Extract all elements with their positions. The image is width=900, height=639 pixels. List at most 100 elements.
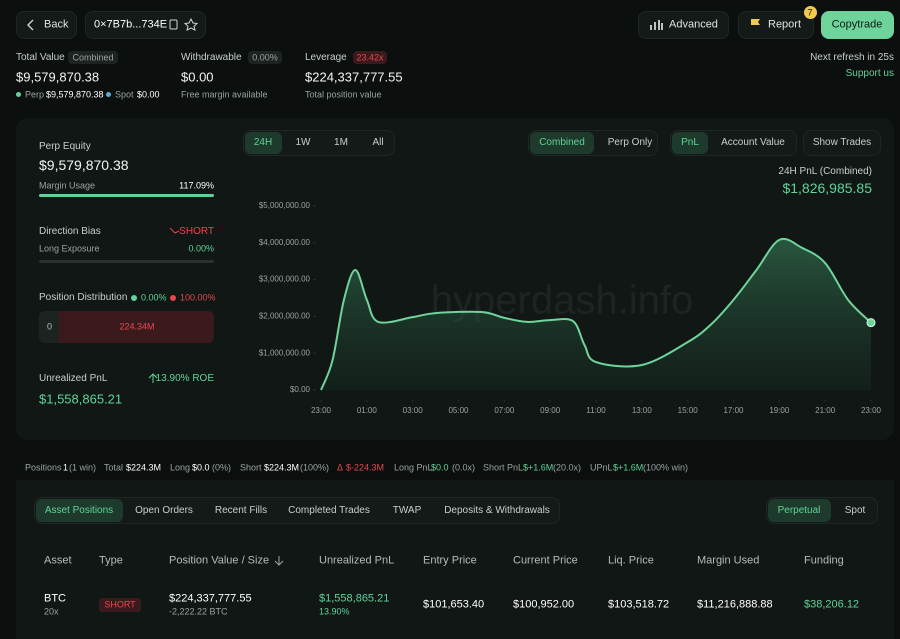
value: SHORT: [179, 226, 214, 237]
up-icon: [148, 373, 158, 383]
end-marker: [866, 318, 876, 328]
y-tick-label: $5,000,000.00: [259, 201, 311, 210]
tab[interactable]: PnL: [681, 137, 699, 148]
tab[interactable]: Deposits & Withdrawals: [444, 505, 550, 516]
column-header[interactable]: Liq. Price: [608, 554, 654, 567]
tab[interactable]: Perpetual: [777, 505, 821, 516]
tab[interactable]: 24H: [253, 137, 273, 148]
report-label[interactable]: Report: [768, 18, 802, 31]
x-tick-label: 11:00: [586, 406, 606, 415]
tab[interactable]: Combined: [539, 137, 585, 148]
cell: $101,653.40: [423, 598, 485, 611]
short-icon: [169, 227, 180, 234]
value: (20.0x): [553, 462, 582, 473]
badge: 23.42x: [356, 52, 384, 63]
wallet-address: 0×7B7b...734E: [94, 18, 168, 31]
active-tab[interactable]: [530, 132, 594, 154]
label: Long Exposure: [39, 243, 100, 254]
tab[interactable]: Completed Trades: [288, 505, 370, 516]
label: Positions: [25, 462, 62, 473]
column-header[interactable]: Entry Price: [423, 554, 477, 567]
tab[interactable]: Perp Only: [607, 137, 653, 148]
label: Position Distribution: [39, 292, 128, 303]
stat-label: Withdrawable: [181, 52, 242, 63]
show-trades-button[interactable]: [803, 130, 881, 156]
stat-value: $224,337,777.55: [305, 69, 403, 85]
value: 117.09%: [179, 180, 214, 191]
tab[interactable]: 1M: [334, 137, 348, 148]
tab[interactable]: Asset Positions: [44, 505, 114, 516]
show-trades-label[interactable]: Show Trades: [812, 137, 872, 148]
positions-panel: [16, 458, 894, 639]
cell: 20x: [44, 606, 59, 617]
column-header[interactable]: Unrealized PnL: [319, 554, 395, 567]
value: $9,579,870.38: [39, 157, 129, 173]
active-tab[interactable]: [672, 132, 708, 154]
tab[interactable]: Spot: [844, 505, 866, 516]
back-button-label[interactable]: Back: [44, 18, 69, 31]
chart-subtitle: $1,826,985.85: [782, 180, 872, 196]
address-box: [85, 11, 206, 39]
x-tick-label: 07:00: [494, 406, 515, 415]
cell: BTC: [44, 592, 66, 605]
x-tick-label: 23:00: [311, 406, 332, 415]
support-link[interactable]: Support us: [845, 68, 894, 79]
sub-label: Perp: [25, 89, 45, 100]
tab[interactable]: Account Value: [721, 137, 785, 148]
column-header[interactable]: Margin Used: [697, 554, 760, 567]
back-button[interactable]: [16, 11, 77, 39]
cell: $224,337,777.55: [169, 592, 252, 605]
copytrade-label[interactable]: Copytrade: [831, 18, 883, 31]
copytrade-button[interactable]: [821, 11, 894, 39]
sub-value: $9,579,870.38: [46, 89, 104, 100]
margin-bar: [39, 194, 214, 197]
value: 13.90% ROE: [155, 373, 214, 384]
flag-icon: [751, 19, 760, 31]
badge: [68, 51, 118, 64]
x-tick-label: 13:00: [632, 406, 653, 415]
distribution-bar: [39, 311, 214, 343]
active-tab[interactable]: [245, 132, 282, 154]
label: Direction Bias: [39, 226, 101, 237]
tab[interactable]: 1W: [295, 137, 311, 148]
report-badge: [804, 6, 817, 19]
dot: [106, 92, 111, 97]
tab[interactable]: TWAP: [392, 505, 422, 516]
label: Margin Usage: [39, 180, 96, 191]
report-button[interactable]: [738, 11, 814, 39]
summary-strip: [16, 458, 894, 480]
value: $+1.6M: [523, 462, 554, 473]
column-header[interactable]: Funding: [804, 554, 844, 567]
value: $0.0: [192, 462, 210, 473]
cell: $11,216,888.88: [697, 598, 773, 611]
value: (100% win): [643, 462, 689, 473]
stat-label: Leverage: [305, 52, 347, 63]
column-header[interactable]: Position Value / Size: [169, 554, 270, 567]
column-header[interactable]: Asset: [44, 554, 72, 567]
active-tab[interactable]: [768, 499, 831, 522]
x-tick-label: 05:00: [448, 406, 469, 415]
column-header[interactable]: Type: [99, 554, 123, 567]
x-tick-label: 01:00: [357, 406, 378, 415]
active-tab[interactable]: [36, 499, 123, 522]
sort-icon: [274, 556, 284, 566]
y-tick-label: $4,000,000.00: [259, 238, 311, 247]
value: $+1.6M: [613, 462, 644, 473]
x-tick-label: 21:00: [815, 406, 836, 415]
short-badge: [99, 598, 141, 612]
cell: $1,558,865.21: [319, 592, 390, 605]
x-tick-label: 23:00: [861, 406, 882, 415]
x-tick-label: 17:00: [723, 406, 744, 415]
tab[interactable]: All: [372, 137, 384, 148]
advanced-label[interactable]: Advanced: [669, 18, 718, 31]
dot: [131, 295, 137, 301]
tab[interactable]: Recent Fills: [214, 505, 268, 516]
column-header[interactable]: Current Price: [513, 554, 578, 567]
cell: SHORT: [104, 599, 136, 610]
tab[interactable]: Open Orders: [135, 505, 193, 516]
advanced-button[interactable]: [638, 11, 729, 39]
refresh-note: Next refresh in 25s: [810, 52, 894, 63]
y-tick-label: $2,000,000.00: [259, 312, 311, 321]
